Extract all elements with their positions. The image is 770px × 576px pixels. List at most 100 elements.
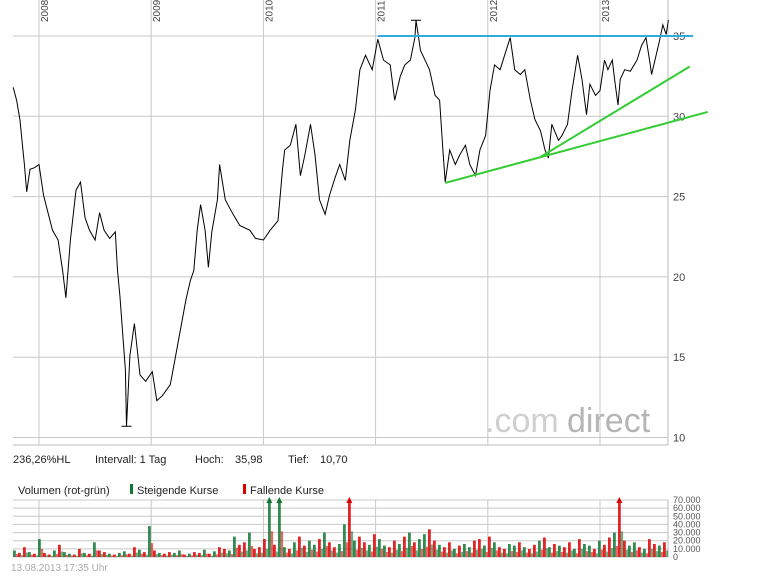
volume-bar [630, 551, 634, 557]
volume-bar [623, 540, 626, 557]
volume-bar [380, 548, 384, 557]
volume-bar [513, 545, 516, 557]
x-tick-label: 2008 [40, 0, 51, 22]
volume-bar [185, 555, 189, 557]
volume-bar [640, 552, 644, 557]
volume-bar [38, 539, 41, 557]
legend-swatch-falling [243, 484, 246, 494]
volume-bar [25, 552, 29, 557]
volume-bar [423, 534, 426, 557]
volume-bar [213, 551, 216, 557]
volume-bar [405, 547, 409, 557]
volume-bar [663, 542, 666, 557]
volume-bar [610, 548, 614, 557]
volume-bar [298, 536, 301, 557]
volume-bar [333, 547, 336, 557]
volume-bar [390, 552, 394, 557]
timestamp: 13.08.2013 17:35 Uhr [11, 563, 108, 574]
volume-bar [150, 543, 154, 557]
volume-bar [318, 539, 321, 557]
low-label: Tief: [288, 454, 309, 466]
volume-bar [160, 555, 164, 557]
volume-bar [370, 551, 374, 557]
volume-bar [340, 551, 344, 557]
volume-offscale-arrow [276, 497, 283, 503]
volume-bar [415, 550, 419, 557]
volume-bar [580, 548, 584, 557]
volume-bar [35, 555, 39, 557]
volume-bar [23, 547, 26, 557]
volume-bar [145, 554, 149, 557]
volume-bar [478, 539, 481, 557]
volume-bar [575, 553, 579, 557]
x-tick-label: 2009 [152, 0, 163, 22]
volume-bar [618, 500, 621, 557]
volume-bar [420, 548, 424, 557]
volume-bar [440, 551, 444, 557]
volume-bar [445, 552, 449, 557]
volume-bar [248, 532, 251, 557]
volume-bar [20, 555, 24, 557]
volume-bar [343, 524, 346, 557]
volume-bar [235, 547, 239, 557]
volume-bar [430, 544, 434, 557]
volume-bar [425, 546, 429, 557]
legend-swatch-rising [130, 484, 133, 494]
volume-bar [593, 548, 596, 557]
volume-bar [493, 542, 496, 557]
volume-bar [193, 552, 196, 557]
price-line [12, 19, 669, 427]
hl-change: 236,26%HL [13, 454, 71, 466]
watermark-brand: direct [567, 402, 651, 440]
volume-bar [260, 552, 264, 557]
volume-bar [53, 550, 56, 557]
volume-bar [613, 532, 616, 557]
volume-bar [495, 550, 499, 557]
volume-bar [155, 554, 159, 557]
volume-bar [308, 540, 311, 557]
volume-bar [258, 547, 261, 557]
volume-bar [43, 552, 46, 557]
volume-bar [433, 540, 436, 557]
volume-bar [548, 547, 551, 557]
volume-bar [518, 542, 521, 557]
volume-bar [70, 555, 74, 557]
volume-bar [555, 551, 559, 557]
volume-bar [130, 555, 134, 557]
volume-bar [113, 554, 116, 557]
volume-bar [293, 542, 296, 557]
volume-bar [565, 552, 569, 557]
volume-bar [465, 551, 469, 557]
volume-bar [505, 553, 509, 557]
volume-bar [450, 550, 454, 557]
volume-bar [265, 548, 269, 557]
volume-bar [48, 554, 51, 557]
volume-bar [633, 542, 636, 557]
volume-bar [625, 549, 629, 557]
volume-bar [603, 544, 606, 557]
volume-bar [203, 549, 206, 557]
x-tick-label: 2011 [377, 0, 388, 22]
volume-bar [313, 544, 316, 557]
volume-bar [128, 553, 131, 557]
volume-bar [383, 545, 386, 557]
volume-bar [210, 555, 214, 557]
volume-bar [488, 536, 491, 557]
volume-bar [455, 553, 459, 557]
volume-bar [540, 549, 544, 557]
volume-bar [200, 555, 204, 557]
volume-bar [98, 550, 101, 557]
volume-bar [195, 554, 199, 557]
volume-tick-label: 50.000 [673, 511, 701, 521]
volume-bar [428, 529, 431, 557]
volume-bar [80, 553, 84, 557]
volume-bar [273, 544, 276, 557]
volume-bar [215, 554, 219, 557]
volume-bar [68, 553, 71, 557]
volume-bar [503, 548, 506, 557]
volume-bar [175, 555, 179, 557]
volume-bar [83, 552, 86, 557]
volume-bar [408, 532, 411, 557]
volume-bar [508, 544, 511, 557]
